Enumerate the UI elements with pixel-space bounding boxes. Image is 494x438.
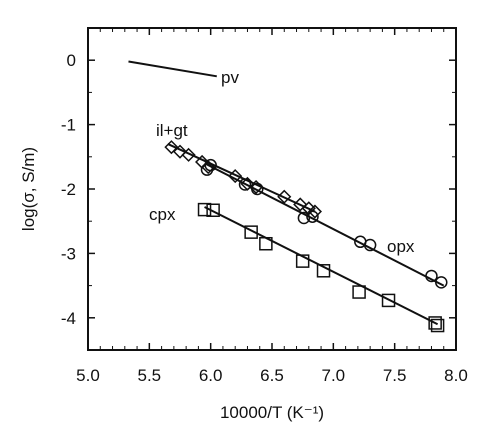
il+gt-point <box>277 189 292 204</box>
fit-lines <box>128 60 445 326</box>
x-tick-label: 8.0 <box>444 366 468 385</box>
opx-point <box>238 178 252 191</box>
cpx-point <box>352 285 366 299</box>
x-tick-label: 5.0 <box>76 366 100 385</box>
opx-point <box>363 238 377 252</box>
opx-point <box>297 211 311 225</box>
il+gt-fit-line <box>167 143 316 213</box>
cpx-fit-line <box>204 206 439 326</box>
il+gt-point <box>181 147 196 162</box>
x-tick-label: 7.5 <box>383 366 407 385</box>
cpx-point <box>244 225 258 239</box>
axis-ticks: 5.0 5.5 6.0 6.5 7.0 7.5 8.0 0 -1 -2 -3 -4 <box>61 27 468 385</box>
cpx-point <box>430 318 445 333</box>
cpx-point <box>206 203 220 218</box>
y-axis-title: log(σ, S/m) <box>19 147 38 231</box>
opx-label: opx <box>387 237 415 256</box>
y-tick-label: -3 <box>61 244 76 263</box>
opx-point <box>251 182 264 196</box>
y-tick-label: -4 <box>61 309 76 328</box>
il+gt-point <box>307 204 322 219</box>
il-gt-label: il+gt <box>156 121 188 140</box>
cpx-label: cpx <box>149 205 176 224</box>
opx-fit-line <box>204 162 445 287</box>
il+gt-point <box>164 140 179 155</box>
x-tick-label: 5.5 <box>138 366 162 385</box>
opx-point <box>204 158 217 172</box>
x-tick-label: 7.0 <box>322 366 346 385</box>
y-tick-label: -1 <box>61 116 76 135</box>
cpx-point <box>197 202 212 217</box>
cpx-point <box>381 293 396 308</box>
pv-label: pv <box>221 68 239 87</box>
cpx-point <box>295 254 310 268</box>
cpx-point <box>259 236 273 251</box>
data-points <box>164 140 448 333</box>
plot-frame <box>87 27 457 351</box>
opx-point <box>435 276 448 289</box>
opx-point <box>425 269 438 283</box>
cpx-point <box>316 264 331 278</box>
series-labels: pv il+gt opx cpx <box>149 68 415 256</box>
pv-fit-line <box>128 60 217 78</box>
y-tick-label: 0 <box>67 51 76 70</box>
x-tick-label: 6.5 <box>260 366 284 385</box>
il+gt-point <box>228 169 243 184</box>
y-tick-label: -2 <box>61 180 76 199</box>
opx-point <box>306 210 319 223</box>
il+gt-point <box>293 197 308 212</box>
x-axis-title: 10000/T (K⁻¹) <box>220 403 324 422</box>
il+gt-point <box>172 144 188 159</box>
x-tick-label: 6.0 <box>199 366 223 385</box>
cpx-point <box>428 316 442 330</box>
